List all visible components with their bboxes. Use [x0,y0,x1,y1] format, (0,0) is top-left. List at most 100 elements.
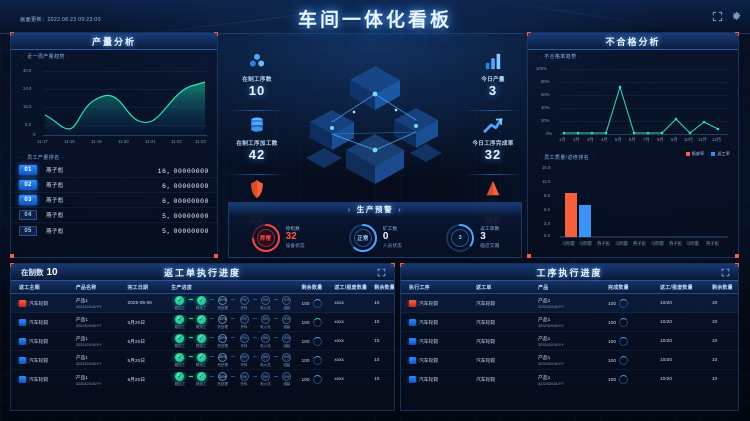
alert-items: 异常 停机数 32 设备状态 正常 矿工数 [229,216,521,259]
status-badge [19,299,26,307]
rework-rows: 汽车轮毂 产品1 323242/UIUYY 2025-05-06 ✓ 粗加工 ✓ 精… [11,294,394,389]
alert-item-rework[interactable]: 3 返工单数 3 临近交期 [424,223,521,253]
x-tick-3: 4月 [601,137,608,142]
progress-ring-icon [619,355,629,365]
cell-order: 汽车轮毂 [476,358,496,364]
cell-done: 100 [608,358,617,364]
cell-topic: 汽车轮毂 [29,378,49,383]
cell-product: 产品1 [75,356,88,361]
y-tick-2: 6.0 [544,207,550,212]
cell-product: 产品1 [75,375,88,381]
rank-badge: 02 [19,180,37,190]
table-row[interactable]: 汽车轮毂 产品1 323242/UIUYY 5月20日 ✓ 粗加工 ✓ 精加工 30… [11,313,394,332]
expand-icon[interactable] [712,11,723,22]
table-row[interactable]: 汽车轮毂 汽车轮毂 产品1 323242/UIUYY 100 10/20 10 [401,294,738,313]
progress-ring-icon [619,336,629,346]
header-band [0,0,750,34]
cell-remain: 10 [712,319,718,325]
gauge-icon: 正常 [348,223,378,253]
table-row[interactable]: 汽车轮毂 产品1 323242/UIUYY 5月20日 ✓ 粗加工 ✓ 精加工 30… [11,370,394,389]
cell-done: 100 [608,377,617,383]
x-tick-4: 11-21 [145,139,156,144]
kpi-today-output[interactable]: 今日产量 3 [462,48,524,98]
cell-product: 产品1 [538,299,551,304]
cell-date: 2025-05-06 [127,300,152,306]
kpi-wip-processing-count[interactable]: 在制工序加工数 42 [226,112,288,162]
chart-output-trend: 40.0 24.0 16.0 8.0 0 11-17 11-18 11-19 1… [19,63,211,148]
table-row[interactable]: 汽车轮毂 汽车轮毂 产品1 323242/UIUYY 100 10/20 10 [401,313,738,332]
process-column-header: 执行工序 返工单 产品 完成数量 返工/报废数量 剩余数量 [401,281,738,294]
rank-value: 16，00000000 [157,167,209,175]
list-item[interactable]: 02 燕子彪 6，00000000 [11,178,217,193]
cell-product-code: 323242/UIUYY [538,380,564,386]
alert-item-personnel[interactable]: 正常 矿工数 0 人员状态 [326,223,423,253]
process-title: 工序执行进度 [536,267,603,278]
x-tick-5: 11-22 [171,139,182,144]
status-badge [19,318,26,326]
progress-ring-icon [619,317,629,327]
alert-item-equipment[interactable]: 异常 停机数 32 设备状态 [229,223,326,253]
x-tick-1: 2月 [573,137,580,142]
x-tick-4: 5月 [615,137,622,142]
legend-label: 返工率 [717,151,730,156]
table-row[interactable]: 汽车轮毂 产品1 323242/UIUYY 5月20日 ✓ 粗加工 ✓ 精加工 30… [11,351,394,370]
x-tick-2: 燕子彪 [597,241,610,246]
y-tick-0: 0% [546,131,553,136]
table-row[interactable]: 汽车轮毂 汽车轮毂 产品1 323242/UIUYY 100 10/20 10 [401,332,738,351]
alert-value: 32 [285,231,297,243]
panel-defect-analysis: 不合格分析 不合格率趋势 100% 80% 60% 40% 20% 0% [527,32,739,258]
list-item[interactable]: 03 燕子彪 6，00000000 [11,193,217,208]
progress-steps: ✓ 粗加工 ✓ 精加工 30% 热处理 0% 开料 0% 电火花 0% 组装 [174,295,292,310]
molecule-icon [226,48,288,74]
cell-topic: 汽车轮毂 [29,320,49,326]
progress-steps: ✓ 粗加工 ✓ 精加工 30% 热处理 0% 开料 0% 电火花 0% 组装 [174,333,292,348]
table-row[interactable]: 汽车轮毂 产品1 323242/UIUYY 5月20日 ✓ 粗加工 ✓ 精加工 30… [11,332,394,351]
cell-process: 汽车轮毂 [419,339,439,345]
status-badge [19,356,26,364]
status-badge [409,356,416,364]
factory-3d-illustration [306,66,442,184]
legend-swatch [711,151,716,156]
x-tick-9: 10月 [684,137,694,142]
kpi-today-process-rate[interactable]: 今日工序完成率 32 [462,112,524,162]
list-item[interactable]: 04 燕子彪 5，00000000 [11,208,217,223]
cell-done: 100 [608,339,617,345]
chart-subtitle-defect: 不合格率趋势 [528,50,738,60]
rework-title: 返工单执行进度 [163,267,241,278]
list-item[interactable]: 05 燕子彪 5，00000000 [11,223,217,238]
cell-qty: 100 [301,320,310,326]
x-tick-4: 燕子彪 [633,241,646,246]
alert-title: › 生产预警 ‹ [229,203,521,216]
rank-title: 员工产量排名 [11,151,68,161]
col-order: 返工单 [476,284,492,291]
page-title: 车间一体化看板 [297,10,452,31]
alert-key: 停机数 [285,226,300,232]
table-row[interactable]: 汽车轮毂 产品1 323242/UIUYY 2025-05-06 ✓ 粗加工 ✓ 精… [11,294,394,313]
bar-chart-title: 员工质量/返修排名 [528,151,597,161]
expand-icon[interactable] [721,268,730,277]
list-item[interactable]: 01 燕子彪 16，00000000 [11,163,217,178]
table-row[interactable]: 汽车轮毂 汽车轮毂 产品1 323242/UIUYY 100 10/20 10 [401,351,738,370]
cell-remain: 10 [374,357,380,363]
gear-icon[interactable] [731,11,742,22]
cell-order: 汽车轮毂 [476,320,496,326]
cell-done: 100 [608,320,617,326]
alert-status: 设备状态 [285,242,305,248]
x-tick-5: 马明雷 [651,241,664,246]
alert-key: 矿工数 [382,226,398,232]
trend-up-icon [462,112,524,138]
x-tick-7: 8月 [657,137,664,142]
wip-label: 在制数 [21,267,44,277]
legend-item-rework[interactable]: 返工率 [711,151,730,156]
expand-icon[interactable] [377,268,386,277]
panel-rework-progress: 在制数 10 返工单执行进度 返工主题 产品名称 完工日期 生产进度 剩余数量 返… [10,263,395,411]
legend-item-scrap[interactable]: 报废率 [685,151,706,156]
kpi-wip-process-count[interactable]: 在制工序数 10 [226,48,288,98]
cell-rework: 10/20 [660,319,673,325]
x-tick-1: 11-18 [64,139,75,144]
alert-key: 返工单数 [480,226,500,232]
rank-badge: 04 [19,210,37,220]
cell-process: 汽车轮毂 [419,358,439,364]
x-tick-0: 马明雷 [562,241,575,246]
table-row[interactable]: 汽车轮毂 汽车轮毂 产品1 323242/UIUYY 100 10/20 10 [401,370,738,389]
